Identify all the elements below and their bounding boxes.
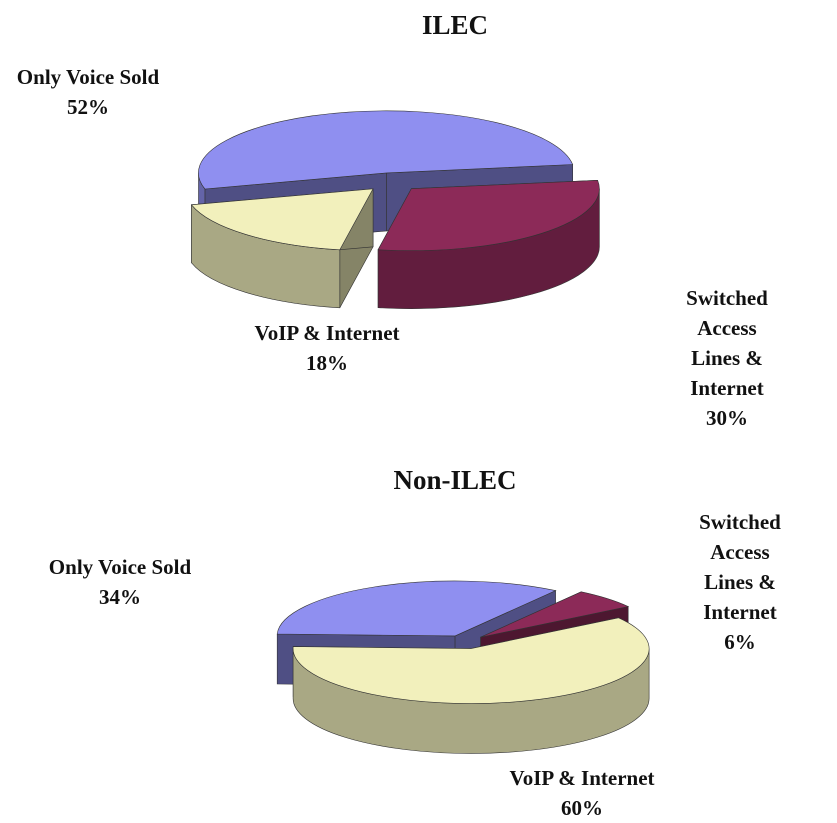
slice-label: Switched Access Lines & Internet [699,510,781,624]
slice-label: Only Voice Sold [48,555,192,579]
chart-title: Non-ILEC [393,465,517,495]
slice-label: VoIP & Internet [254,321,400,345]
slice [480,591,630,638]
slice-value-label: 6% [724,630,756,654]
slice [292,617,650,704]
slice-label: Switched Access Lines & Internet [686,286,768,400]
slice [276,580,557,637]
slice [377,179,600,251]
slice-value-label: 52% [67,95,109,119]
slice-value-label: 34% [99,585,141,609]
slice [198,110,574,190]
slice-value-label: 60% [561,796,603,820]
slice-label: Only Voice Sold [16,65,160,89]
slice-label: VoIP & Internet [509,766,655,790]
slice-value-label: 18% [306,351,348,375]
slice [190,188,374,251]
slice-value-label: 30% [706,406,748,430]
chart-title: ILEC [421,10,489,40]
